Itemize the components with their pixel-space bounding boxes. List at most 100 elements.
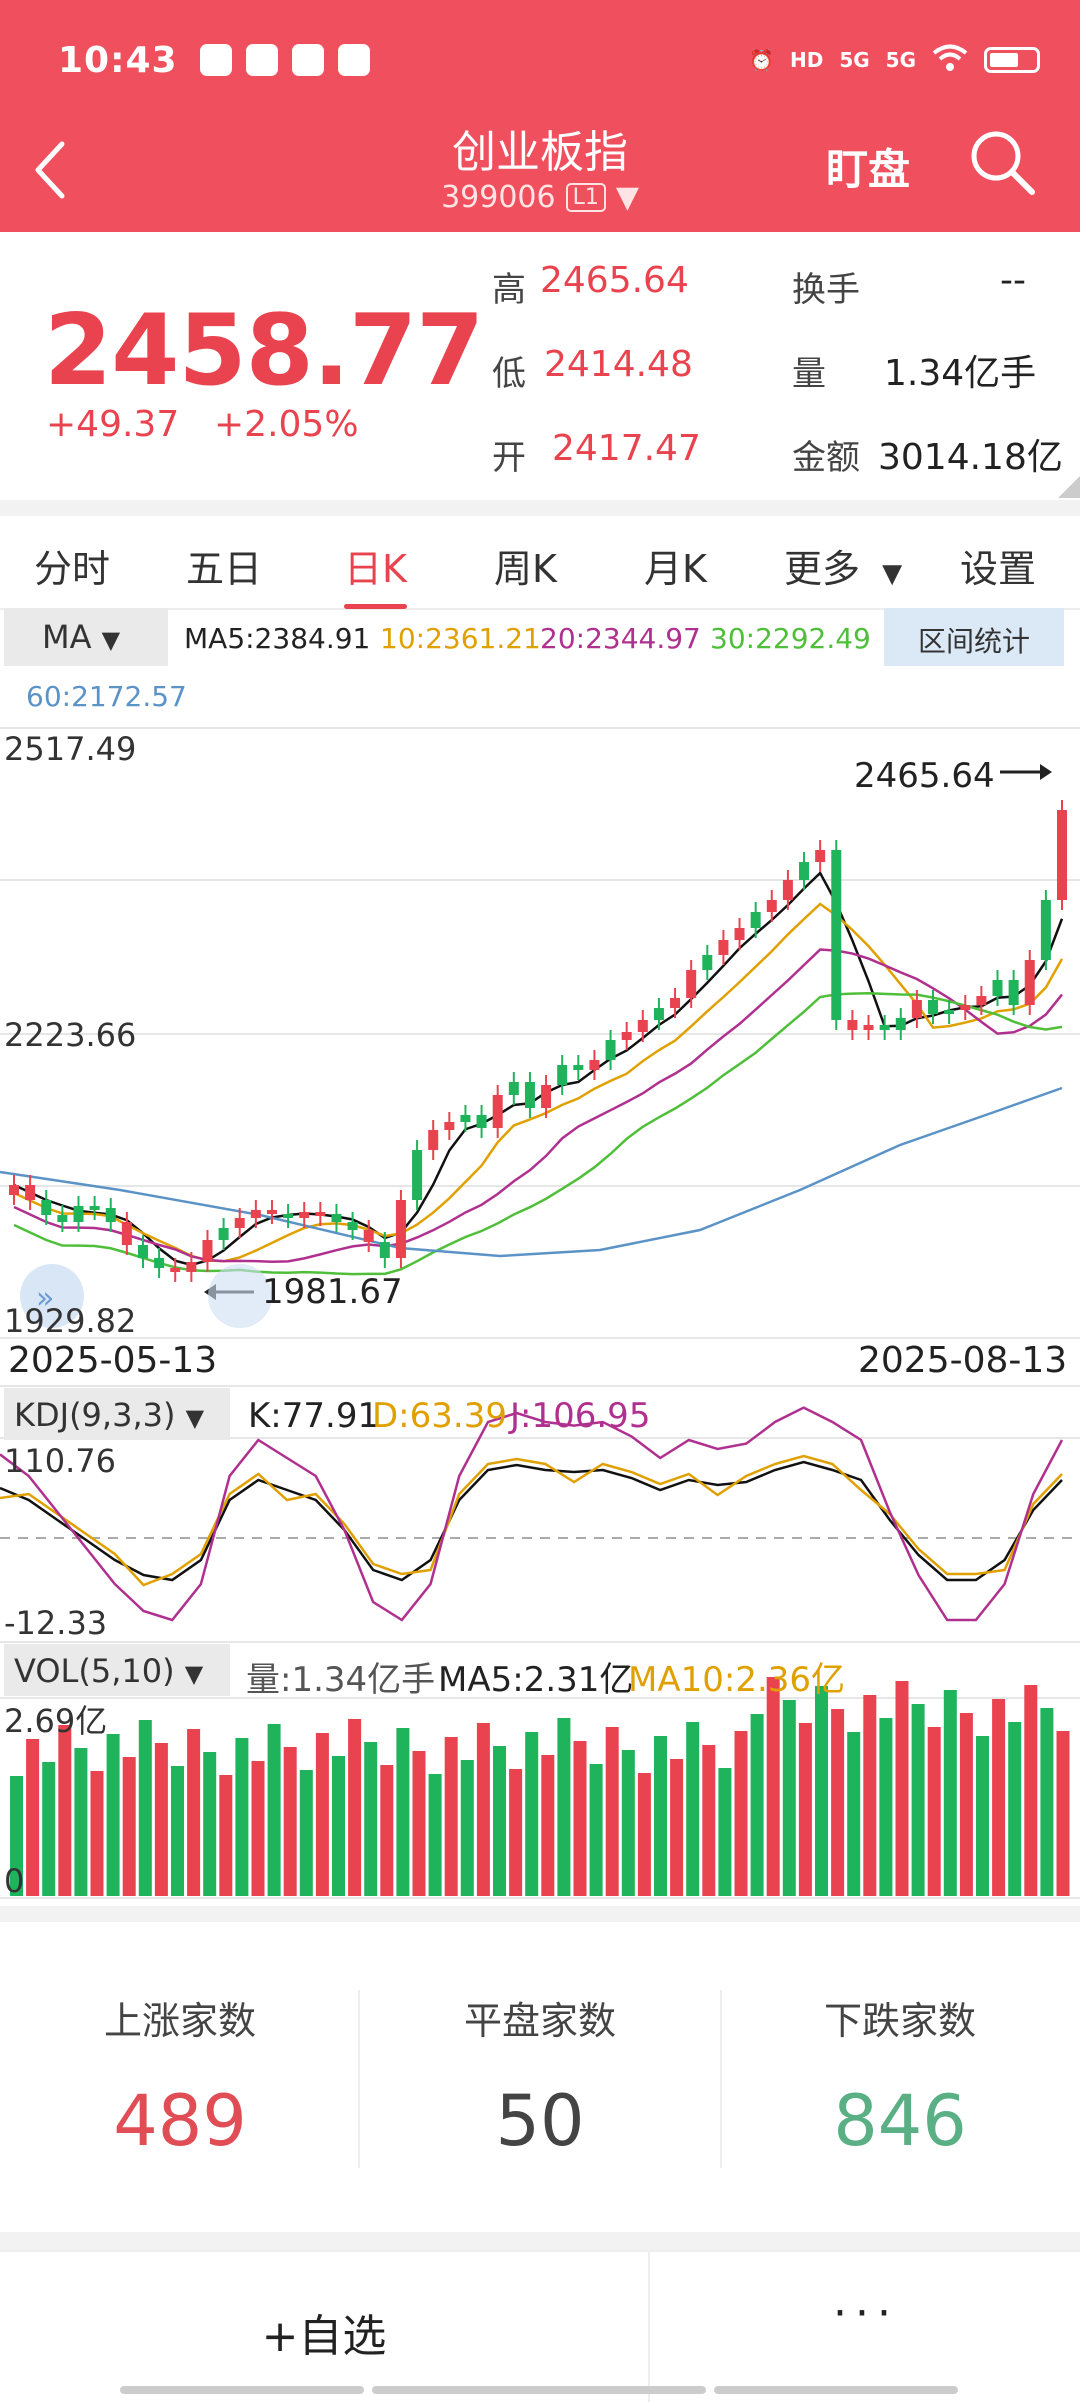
kdj-lines (0, 1406, 1064, 1622)
volume-bar (1056, 1731, 1070, 1896)
volume-bar (589, 1764, 603, 1896)
vol-y-top: 2.69亿 (4, 1702, 108, 1740)
bottom-action-bar: +自选 ··· (0, 2250, 1080, 2402)
tab-intraday[interactable]: 分时 (34, 547, 111, 591)
high-marker (1000, 764, 1052, 780)
caret-down-icon: ▼ (184, 1660, 204, 1688)
ma-selector[interactable]: MA ▼ (4, 608, 168, 666)
more-button[interactable]: ··· (833, 2288, 899, 2339)
ma60-value: 60:2172.57 (26, 680, 187, 713)
candle-body (186, 1262, 197, 1272)
range-stats-button[interactable]: 区间统计 (884, 608, 1064, 666)
down-count: 846 (833, 2080, 967, 2162)
vol-ma10: MA10:2.36亿 (628, 1660, 846, 1700)
search-button[interactable] (966, 126, 1038, 198)
volume-bar (621, 1750, 635, 1896)
watch-button[interactable]: 盯盘 (826, 145, 911, 194)
candle-body (218, 1228, 229, 1240)
stock-code: 399006 (441, 180, 556, 215)
kdj-d: D:63.39 (372, 1396, 507, 1436)
candle-body (137, 1245, 148, 1258)
tab-settings[interactable]: 设置 (960, 547, 1037, 591)
wifi-icon (932, 44, 968, 77)
price-change: +49.37 (46, 404, 180, 445)
candle-body (89, 1206, 100, 1210)
high-price-label: 2465.64 (854, 756, 995, 796)
candle-body (73, 1206, 84, 1222)
candle-body (718, 940, 729, 955)
tab-more-label: 更多 (784, 547, 861, 591)
expand-corner-icon[interactable] (1058, 476, 1080, 498)
battery-icon (984, 47, 1040, 73)
add-to-watchlist-button[interactable]: +自选 (261, 2311, 387, 2362)
tab-daily-k[interactable]: 日K (344, 538, 407, 609)
candle-body (492, 1095, 503, 1128)
volume-bar (525, 1732, 539, 1896)
candle-body (266, 1210, 277, 1214)
vol-y-bottom: 0 (4, 1862, 25, 1900)
volume-bar (605, 1727, 619, 1896)
candle-body (202, 1240, 213, 1262)
app-notification-icon (245, 44, 278, 76)
amount-value: 3014.18亿 (878, 437, 1063, 478)
candle-body (863, 1025, 874, 1030)
nav-indicator (120, 2386, 364, 2394)
volume-bar (702, 1745, 716, 1896)
amount-label: 金额 (792, 438, 860, 478)
vol-selector[interactable]: VOL(5,10) ▼ (4, 1644, 230, 1696)
volume-bar (798, 1723, 812, 1896)
volume-bar (396, 1728, 410, 1896)
divider (0, 1906, 1080, 1922)
ma5-value: MA5:2384.91 (184, 622, 371, 655)
volume-bar (412, 1751, 426, 1896)
ma20-value: 20:2344.97 (540, 622, 701, 655)
volume-bar (557, 1718, 571, 1896)
last-price: 2458.77 (44, 294, 484, 408)
volume-bars (10, 1677, 1070, 1896)
candle-body (460, 1115, 471, 1122)
status-bar: 10:43 ⏰ HD 5G 5G (58, 34, 1040, 86)
volume-bar (460, 1760, 474, 1896)
volume-bar (637, 1773, 651, 1896)
candle-body (347, 1222, 358, 1230)
up-count: 489 (113, 2080, 247, 2162)
candle-body (557, 1065, 568, 1085)
tab-monthly-k[interactable]: 月K (644, 547, 707, 591)
candle-body (928, 1000, 939, 1014)
back-button[interactable] (30, 140, 70, 200)
candle-body (976, 996, 987, 1005)
expand-chart-icon: » (20, 1264, 272, 1328)
caret-down-icon: ▼ (882, 559, 903, 589)
indicator-line (0, 1460, 1063, 1582)
volume-bar (283, 1747, 297, 1896)
volume-bar (976, 1736, 989, 1896)
search-icon (971, 131, 1035, 195)
candle-body (428, 1130, 439, 1150)
indicator-line (0, 1406, 1064, 1622)
candle-body (1008, 980, 1019, 1005)
tab-weekly-k[interactable]: 周K (494, 547, 557, 591)
volume-bar (1040, 1708, 1054, 1896)
low-price-label: 1981.67 (262, 1272, 403, 1312)
volume-bar (74, 1748, 88, 1896)
svg-text:»: » (36, 1281, 54, 1316)
candle-body (686, 970, 697, 998)
tab-more[interactable]: 更多 ▼ (784, 538, 902, 593)
ma30-value: 30:2292.49 (710, 622, 871, 655)
app-notification-icon (337, 44, 370, 76)
flat-count: 50 (495, 2080, 585, 2162)
volume-bar (58, 1725, 72, 1896)
hd-icon: HD (789, 48, 824, 72)
kdj-selector[interactable]: KDJ(9,3,3) ▼ (4, 1388, 230, 1440)
tab-five-day[interactable]: 五日 (186, 547, 263, 591)
stock-code-selector[interactable]: 399006 L1 ▼ (0, 180, 1080, 215)
candle-body (524, 1082, 535, 1108)
volume-bar (90, 1771, 104, 1896)
volume-bar (815, 1686, 828, 1896)
turnover-value: -- (1000, 260, 1026, 301)
ma-selector-label: MA (42, 618, 92, 656)
open-value: 2417.47 (552, 428, 701, 469)
app-notification-icon (291, 44, 324, 76)
candle-body (653, 1008, 664, 1020)
